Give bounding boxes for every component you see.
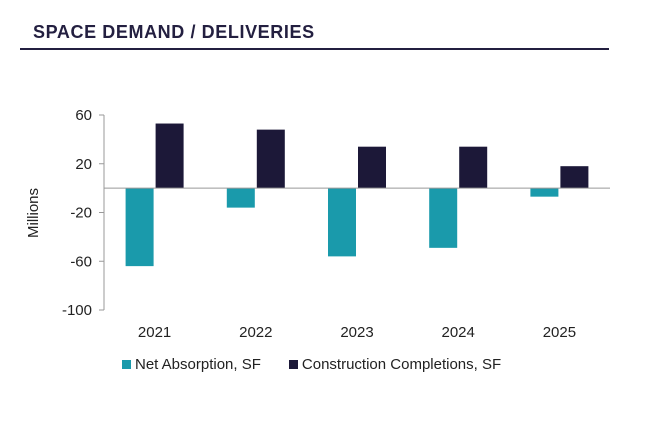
legend-item-net-absorption: Net Absorption, SF bbox=[122, 356, 261, 373]
y-tick-label: -100 bbox=[62, 302, 92, 319]
x-category-label: 2022 bbox=[239, 324, 272, 341]
y-tick-label: 60 bbox=[75, 107, 92, 124]
legend-item-construction-completions: Construction Completions, SF bbox=[288, 356, 502, 373]
bar-net-absorption bbox=[328, 188, 356, 257]
bar-construction-completions bbox=[459, 146, 488, 189]
x-category-label: 2021 bbox=[138, 324, 171, 341]
legend: Net Absorption, SF Construction Completi… bbox=[122, 356, 529, 373]
title-rule bbox=[20, 48, 609, 50]
x-category-label: 2025 bbox=[543, 324, 576, 341]
bar-construction-completions bbox=[560, 166, 589, 189]
legend-label-net-absorption: Net Absorption, SF bbox=[135, 356, 261, 373]
x-category-label: 2024 bbox=[442, 324, 475, 341]
bar-construction-completions bbox=[256, 129, 285, 189]
legend-label-construction-completions: Construction Completions, SF bbox=[301, 356, 502, 373]
x-category-label: 2023 bbox=[340, 324, 373, 341]
bar-construction-completions bbox=[358, 146, 386, 189]
legend-swatch-construction-completions bbox=[288, 360, 298, 369]
chart-title: SPACE DEMAND / DELIVERIES bbox=[33, 22, 315, 42]
y-tick-label: 20 bbox=[75, 156, 92, 173]
bar-net-absorption bbox=[429, 188, 458, 248]
y-axis-label: Millions bbox=[25, 188, 42, 238]
bar-net-absorption bbox=[125, 188, 154, 267]
y-tick-label: -60 bbox=[70, 253, 92, 270]
legend-swatch-net-absorption bbox=[122, 360, 131, 369]
bar-net-absorption bbox=[530, 188, 559, 197]
bar-construction-completions bbox=[155, 123, 184, 189]
y-tick-label: -20 bbox=[70, 205, 92, 222]
bar-net-absorption bbox=[226, 188, 255, 208]
